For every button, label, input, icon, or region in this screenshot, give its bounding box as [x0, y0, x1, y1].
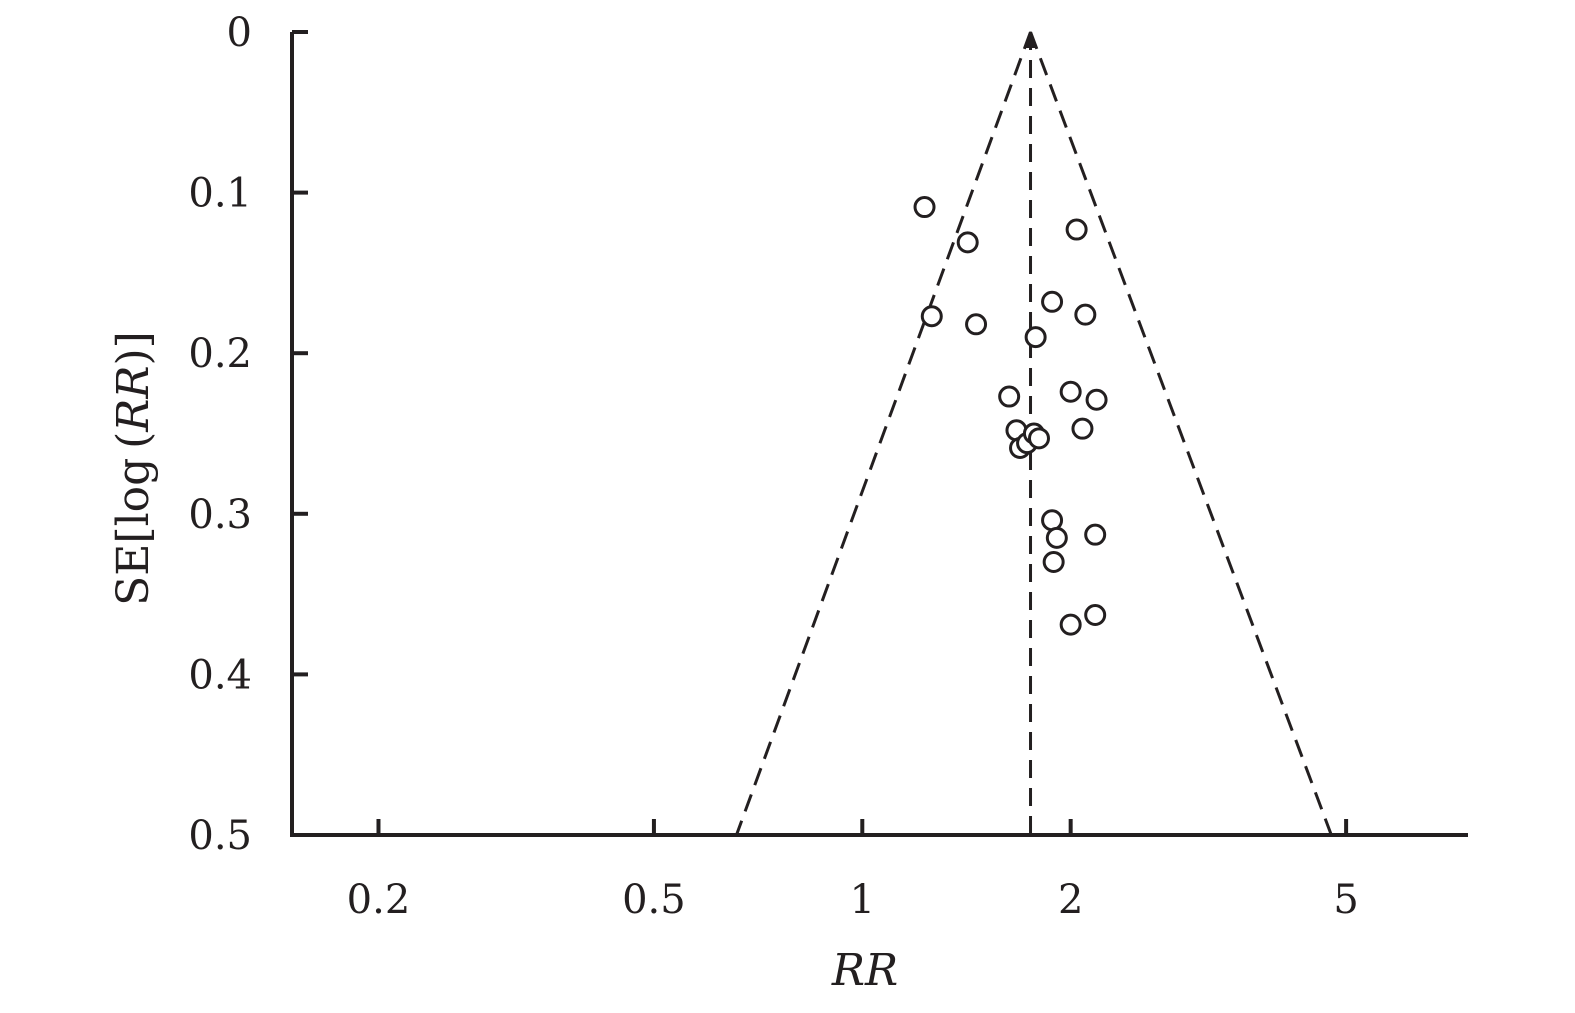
funnel-upper-limit-line	[1029, 31, 1333, 836]
y-tick-label: 0.1	[188, 171, 252, 217]
study-point	[1065, 218, 1088, 241]
study-point	[1059, 613, 1082, 636]
study-point	[1059, 380, 1082, 403]
study-point	[920, 305, 943, 328]
x-axis-ticks: 0.2 0.5 1 2 5	[347, 819, 1359, 923]
x-tick-label: 2	[1058, 877, 1083, 923]
y-axis-ticks: 0 0.1 0.2 0.3 0.4 0.5	[188, 10, 308, 859]
x-tick-label: 0.2	[347, 877, 411, 923]
x-tick-label: 5	[1333, 877, 1358, 923]
study-point	[1074, 303, 1097, 326]
y-tick-label: 0.3	[188, 492, 252, 538]
y-axis-label-italic: RR	[108, 365, 159, 432]
study-point	[1024, 326, 1047, 349]
x-tick-label: 0.5	[622, 877, 686, 923]
study-point	[913, 196, 936, 219]
study-point	[1041, 509, 1064, 532]
study-point	[998, 385, 1021, 408]
y-tick-label: 0.5	[188, 813, 252, 859]
y-tick-label: 0.4	[188, 652, 252, 698]
funnel-lower-limit-line	[735, 31, 1032, 836]
y-axis-label: SE[log (RR)]	[108, 331, 159, 606]
study-point	[1084, 523, 1107, 546]
y-axis-label-prefix: SE[log (	[108, 432, 159, 606]
y-axis-label-suffix: )]	[108, 331, 159, 365]
study-point	[1084, 603, 1107, 626]
study-point	[1042, 550, 1065, 573]
funnel-apex-marker	[1023, 31, 1038, 48]
x-tick-label: 1	[850, 877, 875, 923]
y-tick-label: 0	[227, 10, 252, 56]
study-point	[1041, 290, 1064, 313]
study-point	[956, 231, 979, 254]
data-points	[913, 196, 1108, 636]
study-point	[1045, 526, 1068, 549]
y-tick-label: 0.2	[188, 331, 252, 377]
study-point	[1085, 388, 1108, 411]
study-point	[1027, 427, 1050, 450]
study-point	[1071, 417, 1094, 440]
x-axis-label: RR	[831, 945, 898, 996]
study-point	[965, 313, 988, 336]
